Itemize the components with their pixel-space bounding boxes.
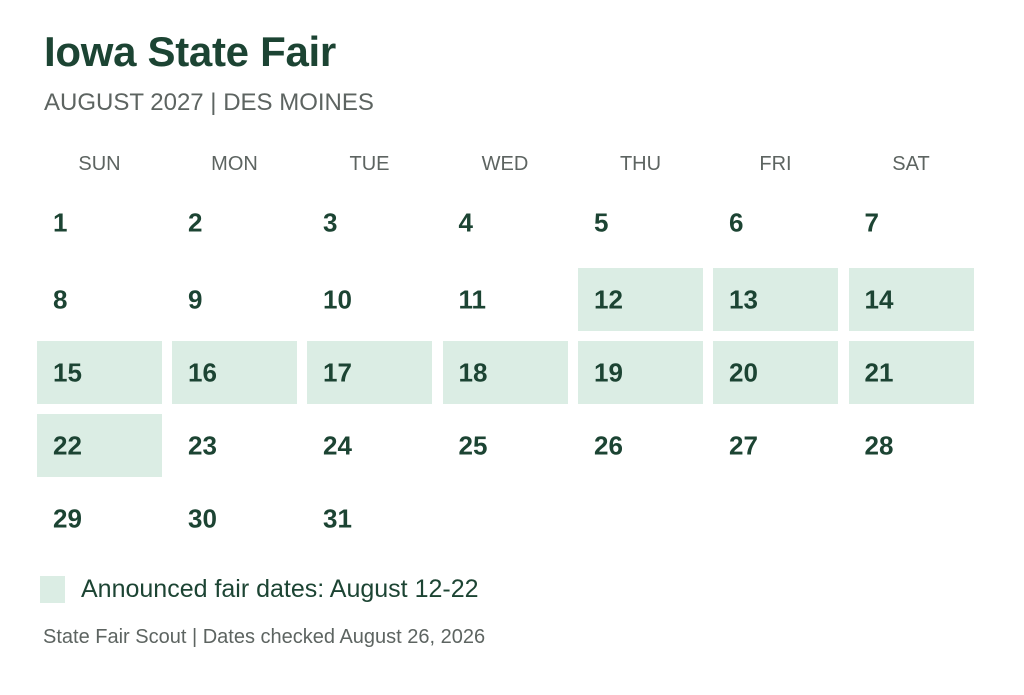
day-number: 9 (188, 284, 203, 314)
day-cell-10: 10 (307, 268, 432, 331)
day-number: 2 (188, 207, 203, 237)
weekday-header-tue: TUE (349, 153, 390, 175)
day-number: 17 (323, 357, 352, 387)
day-number: 10 (323, 284, 352, 314)
day-number: 30 (188, 503, 217, 533)
day-number: 27 (729, 430, 758, 460)
day-cell-7: 7 (849, 191, 974, 254)
day-cell-21: 21 (848, 341, 974, 404)
day-cell-5: 5 (578, 191, 703, 254)
weekday-header-mon: MON (211, 153, 258, 175)
page-title: Iowa State Fair (44, 28, 336, 75)
weekday-header-sat: SAT (892, 153, 930, 175)
day-cell-9: 9 (172, 268, 297, 331)
weekday-header-fri: FRI (759, 153, 792, 175)
legend-swatch (40, 575, 65, 603)
day-number: 7 (864, 207, 879, 237)
day-cell-16: 16 (172, 341, 297, 404)
day-cell-31: 31 (307, 487, 432, 550)
day-cell-2: 2 (172, 191, 297, 254)
day-cell-6: 6 (713, 191, 838, 254)
day-cell-1: 1 (37, 191, 162, 254)
day-number: 6 (729, 207, 744, 237)
day-cell-26: 26 (578, 414, 703, 477)
day-number: 16 (188, 357, 217, 387)
day-cell-28: 28 (849, 414, 974, 477)
day-number: 20 (729, 357, 758, 387)
day-cell-23: 23 (172, 414, 297, 477)
day-cell-17: 17 (307, 341, 432, 404)
day-number: 13 (729, 284, 758, 314)
day-number: 23 (188, 430, 217, 460)
day-cell-27: 27 (713, 414, 838, 477)
day-cell-22: 22 (37, 414, 162, 477)
footer-note: State Fair Scout | Dates checked August … (43, 626, 486, 648)
weekday-header-sun: SUN (78, 153, 121, 175)
day-cell-24: 24 (307, 414, 432, 477)
day-number: 22 (53, 430, 82, 460)
day-number: 5 (594, 207, 609, 237)
day-cell-25: 25 (443, 414, 568, 477)
legend: Announced fair dates: August 12-22 (40, 574, 479, 604)
day-number: 26 (594, 430, 623, 460)
day-number: 3 (323, 207, 338, 237)
day-cell-29: 29 (37, 487, 162, 550)
day-number: 31 (323, 503, 352, 533)
day-number: 11 (458, 284, 487, 314)
day-cell-13: 13 (713, 268, 838, 331)
day-number: 29 (53, 503, 82, 533)
day-cell-30: 30 (172, 487, 297, 550)
day-number: 1 (53, 207, 68, 237)
day-number: 14 (864, 284, 894, 314)
day-cell-12: 12 (578, 268, 703, 331)
day-number: 15 (53, 357, 82, 387)
day-cell-19: 19 (578, 341, 703, 404)
day-cell-20: 20 (713, 341, 838, 404)
day-number: 28 (864, 430, 894, 460)
weekday-header-thu: THU (619, 153, 662, 175)
day-number: 18 (458, 357, 488, 387)
day-cell-8: 8 (37, 268, 162, 331)
day-number: 21 (864, 357, 894, 387)
day-cell-4: 4 (443, 191, 568, 254)
day-number: 8 (53, 284, 68, 314)
day-number: 4 (458, 207, 473, 237)
day-cell-14: 14 (848, 268, 974, 331)
day-number: 24 (323, 430, 352, 460)
page-subtitle: AUGUST 2027 | DES MOINES (44, 89, 374, 116)
day-cell-15: 15 (37, 341, 162, 404)
day-number: 19 (594, 357, 623, 387)
day-cell-18: 18 (442, 341, 568, 404)
day-cell-3: 3 (307, 191, 432, 254)
day-number: 12 (594, 284, 623, 314)
weekday-header-wed: WED (481, 153, 529, 175)
day-number: 25 (458, 430, 488, 460)
legend-label: Announced fair dates: August 12-22 (81, 574, 479, 603)
day-cell-11: 11 (443, 268, 568, 331)
